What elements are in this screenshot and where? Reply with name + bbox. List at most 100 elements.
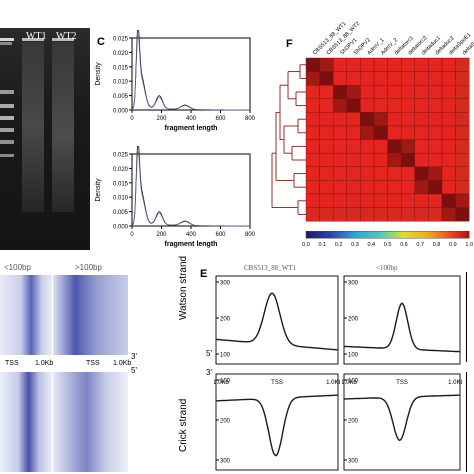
heatmap-cell [414,152,429,167]
y-axis-label: Density [95,178,102,202]
colorbar-tick-label: 0.9 [449,242,457,248]
heatmap-cell [373,180,388,195]
heatmap-cell [441,180,456,195]
heatmap-cell [387,112,402,127]
heatmap-cell [360,139,375,154]
heatmap-cell [332,139,347,154]
heatmap-cell [428,98,443,113]
y-tick-label: 200 [348,419,359,425]
heatmap-cell [414,112,429,127]
heatmap-cell [346,125,361,140]
heatmap-cell [305,98,320,113]
heatmap-cell [428,125,443,140]
heatmap-cell [373,84,388,99]
heatmap-cell [455,180,470,195]
gel-top-band [0,38,14,41]
plot-frame [343,275,461,365]
y-tick-label: 0.025 [113,37,129,43]
profile-watson-wt1: 300 200 100 [215,275,339,365]
heatmap-cell [332,57,347,72]
heatmap-cell [387,152,402,167]
heatmap-cell [414,98,429,113]
heatmap-cell [400,207,415,222]
heatmap-cell [387,98,402,113]
heatmap-cell [360,84,375,99]
y-tick-label: 100 [348,379,359,385]
heatmap-cell [400,166,415,181]
heatmap-cell [441,57,456,72]
heatmap-cell [441,166,456,181]
plot-frame [215,373,339,471]
heatmap-cell [441,193,456,208]
y-tick-label: 0.005 [113,210,129,216]
y-tick-label: 0.005 [113,94,129,100]
heatmap-cell [414,193,429,208]
colorbar-tick-label: 0.3 [351,242,359,248]
y-axis-label: Density [95,62,102,86]
panel-d-3prime: 3' [131,352,137,361]
heatmap-cell [360,57,375,72]
colorbar-tick-label: 0.1 [318,242,326,248]
heatmap-cell [428,166,443,181]
heatmap-cell [332,207,347,222]
y-tick-label: 0.010 [113,196,129,202]
heatmap-cell [441,207,456,222]
heatmap-cell [360,98,375,113]
heatmap-cell [455,152,470,167]
panel-e-5prime: 5' [206,349,212,358]
lane-label-wt2: WT2 [56,31,77,42]
x-tick-label: -1.0Kb [342,380,357,386]
heatmap-cell [305,139,320,154]
heatmap-cell [387,71,402,86]
x-tick-label: 600 [215,116,226,122]
density-curve-2 [131,35,250,111]
plot-frame [131,153,251,227]
heatmap-cell [455,98,470,113]
heatmap-cell [428,71,443,86]
heatmap-cell [346,71,361,86]
panel-e-3prime: 3' [206,368,212,377]
profile-curve [215,394,339,457]
crick-strand-label: Crick strand [178,398,189,452]
ladder-band [0,128,14,132]
heatmap-cell [346,84,361,99]
colorbar-tick-label: 0.5 [384,242,392,248]
heatmap-d-crick-gt100 [53,372,128,472]
heatmap-cell [346,166,361,181]
heatmap-cell [373,152,388,167]
heatmap-cell [428,152,443,167]
heatmap-cell [346,98,361,113]
x-tick-label: 0 [130,116,134,122]
colorbar-tick-label: 0.2 [335,242,343,248]
heatmap-cell [360,180,375,195]
ladder-band [0,104,14,108]
x-tick-label: 1.0Kb [326,380,340,386]
y-tick-label: 100 [348,353,359,359]
heatmap-cell [346,112,361,127]
y-tick-label: 0.015 [113,65,129,71]
heatmap-cell [428,193,443,208]
heatmap-cell [373,193,388,208]
heatmap-cell [414,180,429,195]
heatmap-cell [360,193,375,208]
y-tick-label: 0.000 [113,109,129,115]
heatmap-d-watson-lt100 [0,275,52,355]
heatmap-cell [441,84,456,99]
heatmap-cell [346,152,361,167]
heatmap-cell [373,125,388,140]
x-tick-label: 800 [245,232,256,238]
x-tick-label: 200 [156,232,167,238]
panel-d-tick-1k-right: 1.0Kb [113,360,132,367]
watson-strand-label: Watson strand [178,255,189,320]
density-chart-bottom: 0.000 0.005 0.010 0.015 0.020 0.025 0 200 400 600… [95,146,256,248]
heatmap-cell [319,180,334,195]
heatmap-cell [387,57,402,72]
heatmap-cell [360,125,375,140]
plot-frame [343,373,461,471]
heatmap-cell [441,125,456,140]
heatmap-cell [428,139,443,154]
panel-label-e: E [200,268,208,280]
heatmap-cell [441,98,456,113]
heatmap-cell [305,112,320,127]
